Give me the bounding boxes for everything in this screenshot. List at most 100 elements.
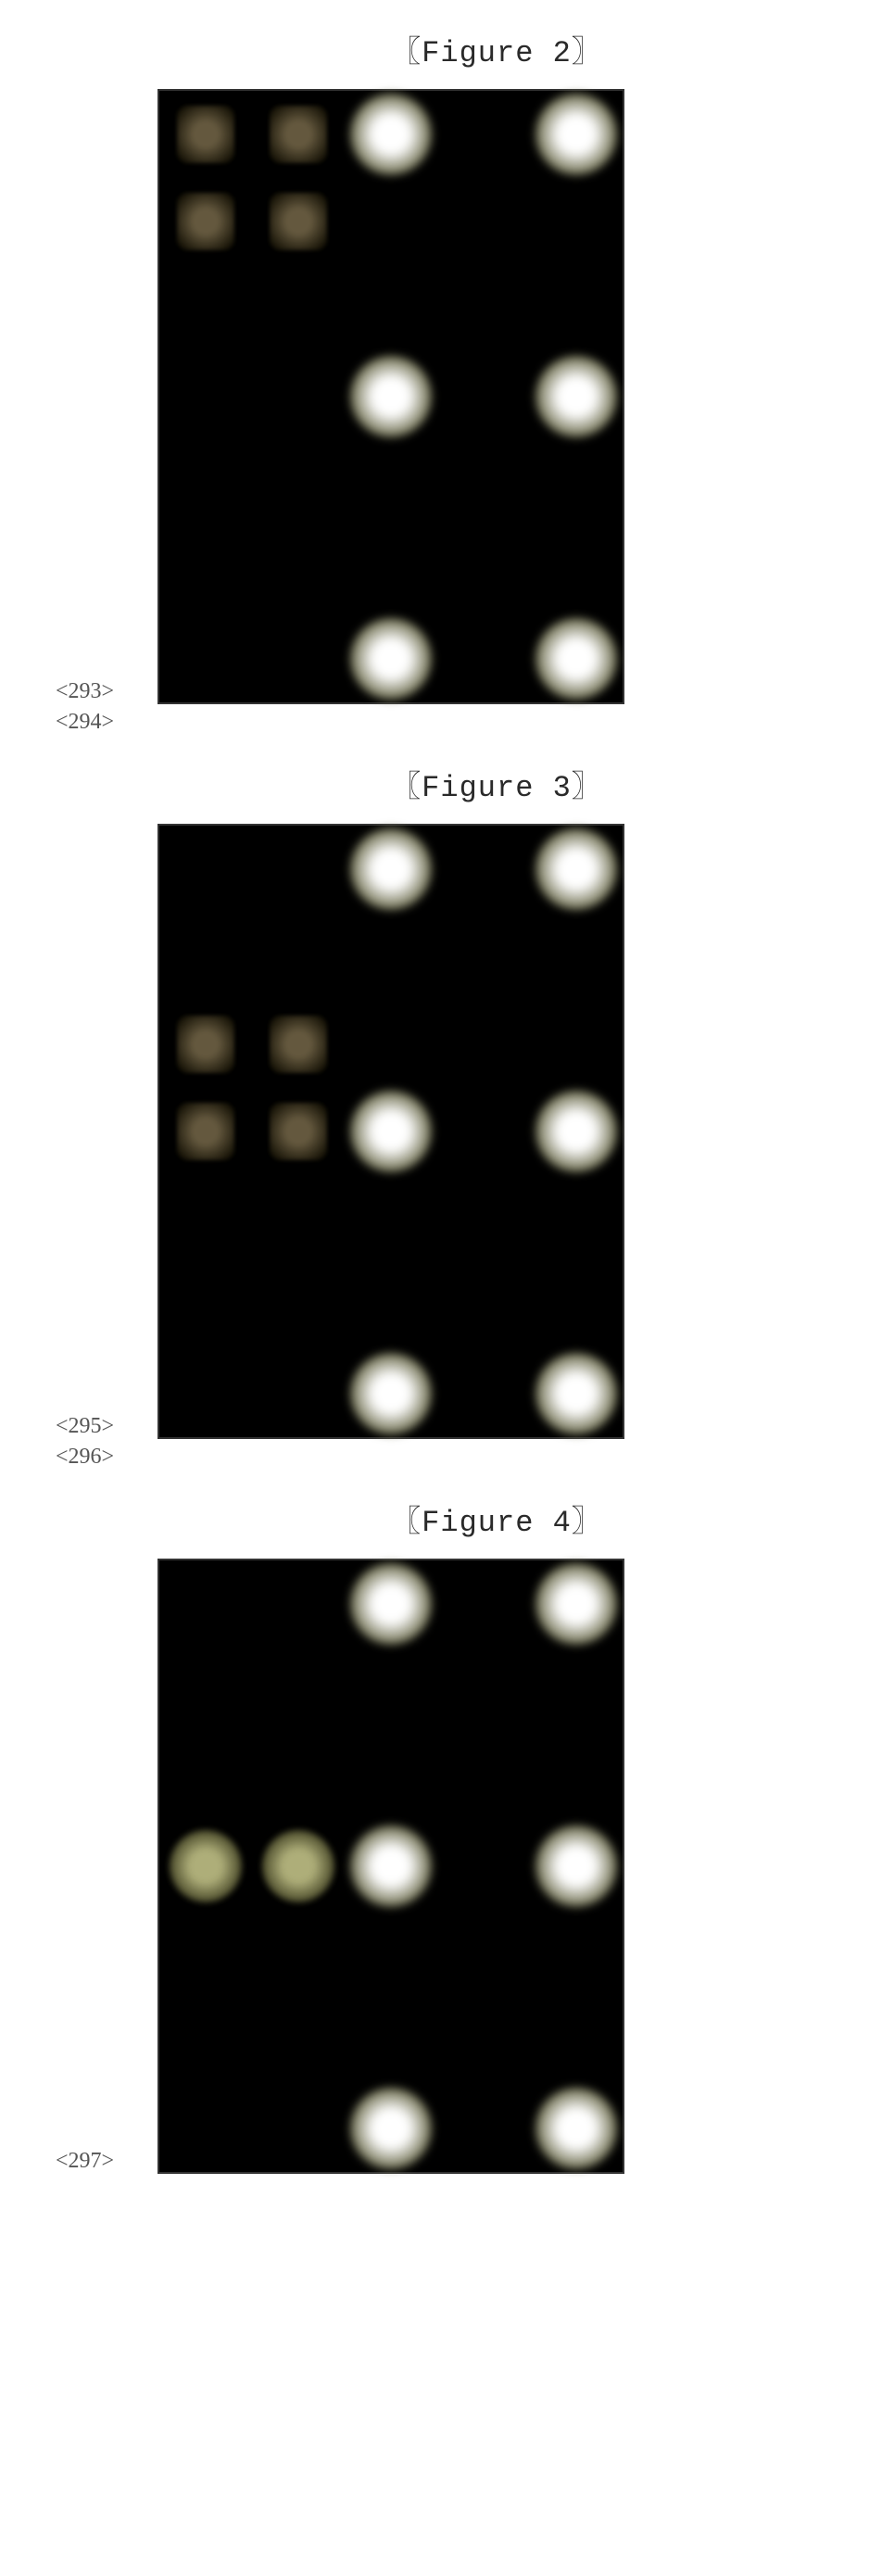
array-spot-bright [350,1563,432,1645]
figure-2-title: 〖Figure 2〗 [167,28,826,70]
array-cell [345,1262,437,1349]
array-cell [437,913,530,1000]
array-cell [345,1001,437,1088]
figure-2-panel-wrap: <293> [56,89,826,704]
array-cell [345,826,437,913]
array-cell [437,1175,530,1262]
array-cell [345,440,437,527]
array-cell [345,1560,437,1648]
array-spot-dim [177,193,234,250]
line-marker-295: <295> [56,1414,139,1439]
array-cell [530,1648,623,1735]
array-cell [530,440,623,527]
array-spot-dim [177,1103,234,1160]
array-cell [159,1648,252,1735]
array-cell [252,615,345,702]
figure-3-title: 〖Figure 3〗 [167,763,826,805]
array-cell [159,527,252,614]
array-cell [437,1823,530,1910]
array-cell [159,91,252,178]
array-spot-dim [270,193,327,250]
array-cell [437,1088,530,1175]
array-cell [159,1175,252,1262]
array-spot-bright [536,1825,617,1907]
array-cell [159,615,252,702]
array-spot-bright [536,1563,617,1645]
array-cell [530,826,623,913]
array-spot-bright [350,94,432,175]
array-cell [252,440,345,527]
array-cell [252,2085,345,2172]
array-cell [345,1088,437,1175]
array-cell [252,178,345,265]
array-cell [530,1910,623,1997]
array-cell [437,178,530,265]
array-cell [159,1736,252,1823]
array-cell [345,353,437,440]
array-cell [345,1350,437,1437]
line-marker-297: <297> [56,2149,139,2174]
array-cell [345,2085,437,2172]
array-cell [530,1001,623,1088]
array-spot-bright [536,1353,617,1434]
array-cell [437,615,530,702]
array-cell [252,826,345,913]
array-spot-dim [270,1103,327,1160]
array-cell [159,1088,252,1175]
array-spot-bright [350,1091,432,1172]
array-cell [345,266,437,353]
array-cell [252,1175,345,1262]
array-cell [159,353,252,440]
array-cell [345,913,437,1000]
array-cell [437,440,530,527]
array-cell [252,1262,345,1349]
line-marker-296: <296> [56,1445,826,1470]
array-cell [530,91,623,178]
array-cell [159,913,252,1000]
array-spot-medium [262,1830,334,1902]
array-cell [437,1001,530,1088]
figure-4-block: 〖Figure 4〗 <297> [56,1497,826,2174]
array-cell [159,1997,252,2084]
array-cell [530,527,623,614]
array-cell [252,1088,345,1175]
array-cell [345,1648,437,1735]
figure-3-block: 〖Figure 3〗 <295> <296> [56,763,826,1470]
array-cell [437,1997,530,2084]
array-cell [437,91,530,178]
array-cell [530,1350,623,1437]
array-cell [345,1823,437,1910]
array-cell [345,615,437,702]
figure-2-markers: <293> [56,679,139,704]
array-cell [530,266,623,353]
line-marker-294: <294> [56,710,826,735]
array-cell [252,1001,345,1088]
array-cell [530,1736,623,1823]
array-cell [252,1560,345,1648]
array-cell [530,1997,623,2084]
array-spot-bright [350,828,432,910]
array-spot-dim [177,106,234,163]
array-cell [159,1001,252,1088]
array-cell [437,826,530,913]
array-spot-bright [350,1825,432,1907]
array-cell [530,615,623,702]
array-cell [159,266,252,353]
array-cell [437,1648,530,1735]
array-spot-bright [536,356,617,437]
array-spot-bright [350,618,432,700]
array-cell [437,1262,530,1349]
array-cell [437,266,530,353]
array-cell [252,353,345,440]
array-cell [437,1350,530,1437]
array-cell [345,1175,437,1262]
array-cell [252,1823,345,1910]
figure-3-markers-after: <296> [56,1445,826,1470]
array-cell [252,1736,345,1823]
array-cell [437,2085,530,2172]
figure-4-markers: <297> [56,2149,139,2174]
array-cell [252,1910,345,1997]
array-cell [252,266,345,353]
array-cell [530,1088,623,1175]
array-cell [159,1823,252,1910]
